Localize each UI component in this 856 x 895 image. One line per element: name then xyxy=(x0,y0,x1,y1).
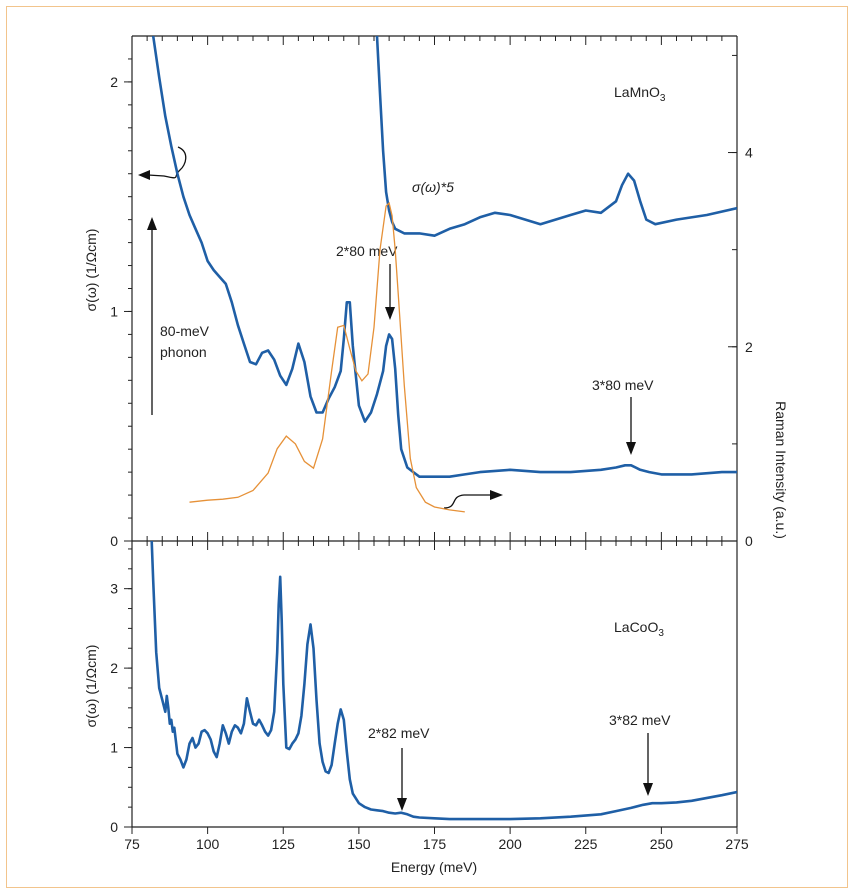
two-phonon-label-lacoo3: 2*82 meV xyxy=(368,725,430,741)
right-axis-indicator xyxy=(443,494,492,509)
figure-frame xyxy=(6,6,848,888)
x-tick-label: 200 xyxy=(498,836,522,852)
y-tick-label-right: 2 xyxy=(745,339,753,355)
top-y-axis-label: σ(ω) (1/Ωcm) xyxy=(83,229,99,312)
y-tick-label-left: 2 xyxy=(110,74,118,90)
bottom-y-axis-label: σ(ω) (1/Ωcm) xyxy=(83,645,99,728)
two-phonon-arrowhead-lacoo3 xyxy=(397,798,407,811)
raman-series-line xyxy=(189,201,465,513)
y-tick-label-left: 2 xyxy=(110,660,118,676)
series-line-1 xyxy=(375,36,737,237)
three-phonon-arrowhead xyxy=(626,442,636,455)
three-phonon-label-lacoo3: 3*82 meV xyxy=(609,712,671,728)
y-tick-label-left: 0 xyxy=(110,819,118,835)
y-tick-label-left: 1 xyxy=(110,303,118,319)
y-tick-label-right: 0 xyxy=(745,533,753,549)
x-tick-label: 250 xyxy=(650,836,674,852)
three-phonon-arrowhead-lacoo3 xyxy=(643,783,653,796)
right-axis-arrowhead xyxy=(490,490,503,500)
two-phonon-label: 2*80 meV xyxy=(336,243,398,259)
x-tick-label: 225 xyxy=(574,836,598,852)
scaled-curve-label: σ(ω)*5 xyxy=(412,179,454,195)
left-axis-arrowhead xyxy=(138,170,150,180)
bottom-panel: LaCoO3 2*82 meV 3*82 meV σ(ω) (1/Ωcm) En… xyxy=(83,541,749,875)
x-tick-label: 150 xyxy=(347,836,371,852)
top-panel: LaMnO3 σ(ω)*5 80-meV phonon 2*80 meV 3*8… xyxy=(83,35,789,549)
y-tick-label-left: 1 xyxy=(110,740,118,756)
y-tick-label-left: 3 xyxy=(110,581,118,597)
x-tick-label: 75 xyxy=(124,836,140,852)
x-tick-label: 275 xyxy=(725,836,749,852)
x-tick-label: 125 xyxy=(272,836,296,852)
y-tick-label-right: 4 xyxy=(745,145,753,161)
phonon-label-line2: phonon xyxy=(160,344,207,360)
right-y-axis-label: Raman Intensity (a.u.) xyxy=(773,401,789,539)
x-tick-label: 100 xyxy=(196,836,220,852)
y-tick-label-left: 0 xyxy=(110,533,118,549)
three-phonon-label: 3*80 meV xyxy=(592,377,654,393)
sample-label-lacoo3: LaCoO3 xyxy=(614,619,664,639)
left-axis-indicator xyxy=(147,146,187,179)
x-axis-label: Energy (meV) xyxy=(391,859,477,875)
phonon-arrowhead xyxy=(147,217,157,230)
sample-label-lamno3: LaMnO3 xyxy=(614,84,666,104)
phonon-label-line1: 80-meV xyxy=(160,323,210,339)
series-line-0 xyxy=(151,36,737,478)
two-phonon-arrowhead xyxy=(385,307,395,320)
series-line-0 xyxy=(150,541,737,821)
x-tick-label: 175 xyxy=(423,836,447,852)
